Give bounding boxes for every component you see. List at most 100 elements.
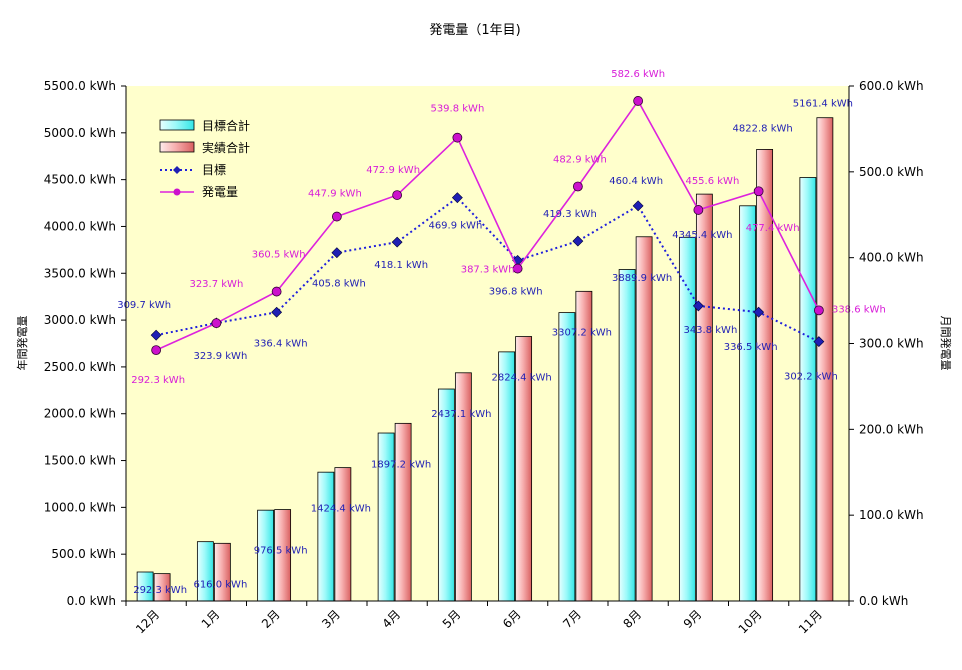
left-tick-label: 4500.0 kWh bbox=[44, 173, 116, 187]
actual-total-bar bbox=[756, 149, 774, 602]
cumulative-data-label: 616.0 kWh bbox=[193, 579, 247, 590]
x-category-label: 7月 bbox=[560, 607, 584, 631]
target-data-label: 336.5 kWh bbox=[724, 342, 778, 353]
x-category-label: 4月 bbox=[379, 607, 403, 631]
cumulative-data-label: 1897.2 kWh bbox=[371, 459, 431, 470]
actual-total-bar bbox=[213, 542, 231, 602]
target-monthly-line bbox=[155, 196, 820, 343]
target-point bbox=[451, 192, 463, 204]
cumulative-data-label: 5161.4 kWh bbox=[793, 99, 853, 110]
left-tick-label: 5000.0 kWh bbox=[44, 126, 116, 140]
cumulative-data-label: 4822.8 kWh bbox=[733, 123, 793, 134]
legend-label-target-total: 目標合計 bbox=[202, 118, 250, 133]
left-tick-label: 4000.0 kWh bbox=[44, 219, 116, 233]
target-point bbox=[331, 247, 343, 259]
x-category-label: 9月 bbox=[681, 607, 705, 631]
actual-point bbox=[331, 211, 342, 222]
target-total-bar bbox=[678, 236, 696, 602]
legend-swatch-target-total bbox=[159, 119, 195, 131]
target-point bbox=[692, 300, 704, 312]
target-total-bar bbox=[498, 351, 516, 602]
actual-data-label: 472.9 kWh bbox=[366, 165, 420, 176]
target-total-bar bbox=[317, 471, 335, 602]
cumulative-data-label: 3307.2 kWh bbox=[552, 327, 612, 338]
target-data-label: 469.9 kWh bbox=[428, 221, 482, 232]
actual-data-label: 539.8 kWh bbox=[430, 104, 484, 115]
actual-point bbox=[271, 286, 282, 297]
right-tick-label: 100.0 kWh bbox=[859, 508, 924, 522]
actual-data-label: 338.6 kWh bbox=[832, 304, 886, 315]
left-tick-label: 1000.0 kWh bbox=[44, 500, 116, 514]
target-data-label: 419.3 kWh bbox=[543, 209, 597, 220]
target-data-label: 336.4 kWh bbox=[254, 338, 308, 349]
target-data-label: 396.8 kWh bbox=[489, 286, 543, 297]
x-category-label: 3月 bbox=[319, 607, 343, 631]
legend-swatch-actual-total bbox=[159, 141, 195, 153]
target-total-bar bbox=[739, 205, 757, 602]
left-tick-label: 500.0 kWh bbox=[51, 547, 116, 561]
right-tick-label: 400.0 kWh bbox=[859, 251, 924, 265]
target-point bbox=[150, 329, 162, 341]
actual-data-label: 360.5 kWh bbox=[252, 250, 306, 261]
actual-point bbox=[151, 345, 162, 356]
cumulative-data-label: 3889.9 kWh bbox=[612, 273, 672, 284]
target-data-label: 460.4 kWh bbox=[609, 176, 663, 187]
actual-point bbox=[693, 205, 704, 215]
cumulative-data-label: 4345.4 kWh bbox=[672, 230, 732, 241]
x-category-label: 1月 bbox=[199, 607, 223, 631]
right-tick-label: 500.0 kWh bbox=[859, 165, 924, 179]
actual-point bbox=[572, 181, 583, 192]
actual-point bbox=[813, 305, 824, 316]
actual-point bbox=[392, 190, 403, 200]
target-total-bar bbox=[437, 388, 455, 602]
x-category-label: 10月 bbox=[736, 607, 765, 636]
left-tick-label: 2000.0 kWh bbox=[44, 407, 116, 421]
actual-data-label: 387.3 kWh bbox=[461, 265, 515, 276]
target-point bbox=[572, 235, 584, 247]
legend-label-target: 目標 bbox=[202, 163, 226, 177]
x-category-label: 12月 bbox=[133, 607, 162, 636]
cumulative-data-label: 1424.4 kWh bbox=[311, 504, 371, 515]
target-data-label: 343.8 kWh bbox=[683, 325, 737, 336]
target-data-label: 309.7 kWh bbox=[117, 300, 171, 311]
target-data-label: 405.8 kWh bbox=[312, 279, 366, 290]
actual-data-label: 292.3 kWh bbox=[131, 375, 185, 386]
left-tick-label: 3500.0 kWh bbox=[44, 266, 116, 280]
target-point bbox=[271, 306, 283, 318]
actual-data-label: 447.9 kWh bbox=[308, 189, 362, 200]
x-category-label: 6月 bbox=[500, 607, 524, 631]
x-category-label: 2月 bbox=[259, 607, 283, 631]
left-tick-label: 0.0 kWh bbox=[67, 594, 116, 608]
actual-data-label: 582.6 kWh bbox=[611, 69, 665, 80]
legend-label-actual: 発電量 bbox=[202, 185, 238, 199]
legend-marker-target bbox=[173, 166, 181, 174]
left-axis-title: 年間発電量 bbox=[15, 316, 29, 371]
x-category-label: 11月 bbox=[796, 607, 825, 636]
actual-point bbox=[633, 96, 644, 106]
target-total-bar bbox=[799, 177, 817, 602]
cumulative-data-label: 2437.1 kWh bbox=[431, 409, 491, 420]
actual-monthly-line bbox=[155, 99, 820, 351]
cumulative-data-label: 976.5 kWh bbox=[254, 546, 308, 557]
target-point bbox=[391, 236, 403, 248]
actual-total-bar bbox=[334, 467, 352, 602]
actual-point bbox=[753, 186, 764, 197]
actual-data-label: 455.6 kWh bbox=[685, 176, 739, 187]
right-tick-label: 0.0 kWh bbox=[859, 594, 908, 608]
target-total-bar bbox=[377, 432, 395, 602]
right-tick-label: 200.0 kWh bbox=[859, 422, 924, 436]
actual-point bbox=[211, 318, 222, 329]
actual-total-bar bbox=[454, 372, 472, 602]
target-point bbox=[813, 336, 825, 348]
legend-label-actual-total: 実績合計 bbox=[202, 140, 250, 155]
target-data-label: 323.9 kWh bbox=[193, 351, 247, 362]
right-tick-label: 300.0 kWh bbox=[859, 337, 924, 351]
target-total-bar bbox=[558, 312, 576, 602]
plot-area bbox=[126, 86, 849, 601]
left-tick-label: 1500.0 kWh bbox=[44, 454, 116, 468]
target-total-bar bbox=[196, 541, 214, 602]
chart-title: 発電量（1年目) bbox=[429, 23, 520, 38]
actual-total-bar bbox=[695, 193, 713, 602]
right-tick-label: 600.0 kWh bbox=[859, 79, 924, 93]
